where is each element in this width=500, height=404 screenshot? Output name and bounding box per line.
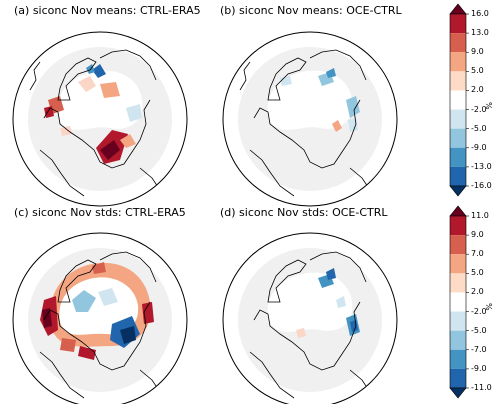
colorbar-tick-label: -9.0 — [471, 142, 487, 152]
colorbar-segment — [450, 216, 466, 236]
colorbar-tick-label: 13.0 — [471, 28, 489, 38]
colorbar-top — [449, 3, 469, 197]
panel-d-title: (d) siconc Nov stds: OCE-CTRL — [220, 206, 388, 219]
colorbar-tick-label: -11.0 — [471, 383, 492, 392]
colorbar-segment — [450, 33, 466, 53]
colorbar-tick-label: 7.0 — [471, 249, 484, 259]
colorbar-segment — [450, 90, 466, 110]
colorbar-extend-min — [449, 185, 467, 197]
colorbar-extend-min — [449, 387, 467, 399]
colorbar-tick-label: 11.0 — [471, 211, 489, 220]
map-panel-a — [12, 31, 188, 207]
colorbar-extend-max — [449, 3, 467, 15]
colorbar-segment — [450, 254, 466, 274]
colorbar-top-unit: % — [484, 102, 493, 110]
colorbar-tick-label: 5.0 — [471, 66, 484, 76]
colorbar-tick-label: -9.0 — [471, 363, 487, 373]
panel-b-title: (b) siconc Nov means: OCE-CTRL — [220, 4, 402, 17]
colorbar-tick-label: 5.0 — [471, 268, 484, 278]
colorbar-tick-label: -2.0 — [471, 104, 487, 114]
colorbar-segment — [450, 368, 466, 388]
colorbar-segment — [450, 166, 466, 186]
colorbar-segment — [450, 109, 466, 129]
colorbar-segment — [450, 52, 466, 72]
colorbar-segment — [450, 71, 466, 91]
colorbar-tick-label: -2.0 — [471, 306, 487, 316]
colorbar-tick-label: 9.0 — [471, 230, 484, 240]
colorbar-tick-label: -16.0 — [471, 181, 492, 190]
panel-c-title: (c) siconc Nov stds: CTRL-ERA5 — [14, 206, 186, 219]
colorbar-segment — [450, 311, 466, 331]
colorbar-segment — [450, 147, 466, 167]
colorbar-tick-label: -13.0 — [471, 161, 492, 171]
colorbar-segment — [450, 235, 466, 255]
colorbar-segment — [450, 349, 466, 369]
colorbar-tick-label: -5.0 — [471, 123, 487, 133]
colorbar-segment — [450, 292, 466, 312]
colorbar-tick-label: 2.0 — [471, 85, 484, 95]
colorbar-segment — [450, 128, 466, 148]
colorbar-tick-label: 2.0 — [471, 287, 484, 297]
colorbar-bottom-unit: % — [484, 303, 493, 311]
colorbar-tick-label: -5.0 — [471, 325, 487, 335]
colorbar-segment — [450, 14, 466, 34]
colorbar-extend-max — [449, 205, 467, 217]
map-panel-d — [222, 232, 398, 404]
colorbar-tick-label: 9.0 — [471, 47, 484, 57]
colorbar-segment — [450, 330, 466, 350]
colorbar-bottom — [449, 205, 469, 399]
map-panel-b — [222, 31, 398, 207]
colorbar-segment — [450, 273, 466, 293]
colorbar-tick-label: 16.0 — [471, 9, 489, 18]
panel-a-title: (a) siconc Nov means: CTRL-ERA5 — [14, 4, 201, 17]
map-panel-c — [12, 232, 188, 404]
colorbar-tick-label: -7.0 — [471, 344, 487, 354]
